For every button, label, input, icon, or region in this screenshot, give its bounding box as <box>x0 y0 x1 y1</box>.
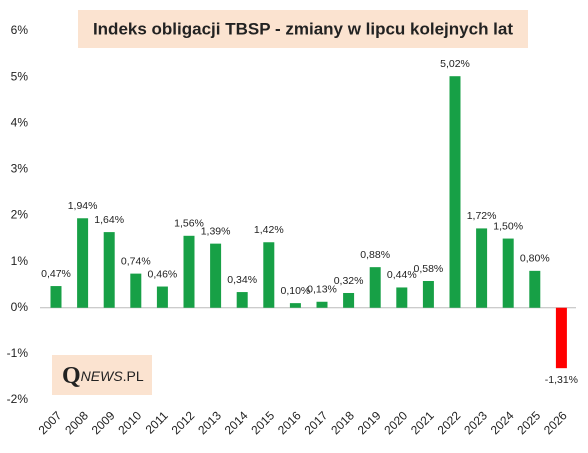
value-label: 1,72% <box>467 210 497 222</box>
x-tick-label: 2020 <box>381 408 410 437</box>
x-tick-label: 2022 <box>435 408 464 437</box>
x-tick-label: 2025 <box>514 408 543 437</box>
bar <box>263 242 275 308</box>
value-label: 1,64% <box>94 214 124 226</box>
y-tick-label: 6% <box>11 23 29 37</box>
value-label: 0,13% <box>307 284 337 296</box>
bar <box>236 292 248 308</box>
x-tick-label: 2018 <box>328 408 357 437</box>
y-tick-label: 3% <box>11 162 29 176</box>
value-label: 0,58% <box>414 263 444 275</box>
bar <box>422 280 434 308</box>
x-tick-label: 2009 <box>89 408 118 437</box>
logo-box <box>52 355 152 395</box>
value-label: 1,56% <box>174 218 204 230</box>
bar <box>156 286 168 308</box>
x-tick-label: 2026 <box>541 408 570 437</box>
x-tick-label: 2017 <box>302 408 331 437</box>
value-label: 1,94% <box>68 200 98 212</box>
x-tick-label: 2011 <box>143 408 171 436</box>
logo: QNEWS.PL <box>62 363 144 389</box>
bar <box>289 303 301 308</box>
x-tick-label: 2014 <box>222 408 251 437</box>
x-tick-label: 2024 <box>488 408 517 437</box>
value-label: 0,32% <box>334 275 364 287</box>
chart-title: Indeks obligacji TBSP - zmiany w lipcu k… <box>93 19 513 38</box>
value-label: 0,34% <box>227 274 257 286</box>
value-label: 0,44% <box>387 269 417 281</box>
value-label: 0,47% <box>41 268 71 280</box>
y-tick-label: -2% <box>7 392 29 406</box>
bar <box>396 287 408 308</box>
x-tick-label: 2019 <box>355 408 384 437</box>
bar <box>343 292 355 308</box>
bar <box>369 267 381 308</box>
bar <box>210 243 222 308</box>
value-label: 0,80% <box>520 253 550 265</box>
value-label: 1,42% <box>254 224 284 236</box>
x-tick-label: 2007 <box>36 408 65 437</box>
y-tick-label: 0% <box>11 300 29 314</box>
value-label: 1,39% <box>201 225 231 237</box>
x-tick-label: 2015 <box>248 408 277 437</box>
y-tick-label: 4% <box>11 115 29 129</box>
x-tick-label: 2008 <box>62 408 91 437</box>
x-tick-label: 2016 <box>275 408 304 437</box>
logo-pl: .PL <box>123 368 144 384</box>
bar <box>316 301 328 308</box>
value-label: 0,74% <box>121 255 151 267</box>
value-label: 1,50% <box>493 220 523 232</box>
x-tick-label: 2010 <box>115 408 144 437</box>
title-box <box>78 10 528 48</box>
value-label: -1,31% <box>545 374 578 386</box>
value-label: 5,02% <box>440 58 470 70</box>
bar <box>449 76 461 308</box>
x-tick-label: 2021 <box>408 408 437 437</box>
bar <box>183 235 195 308</box>
bar <box>502 238 514 308</box>
bar <box>103 232 115 308</box>
bar <box>77 218 89 308</box>
bar <box>50 286 62 308</box>
bar <box>130 273 142 308</box>
bar <box>555 307 567 369</box>
value-label: 0,46% <box>148 268 178 280</box>
bar <box>476 228 488 308</box>
logo-news: NEWS <box>81 368 124 384</box>
y-tick-label: 1% <box>11 254 29 268</box>
bar <box>529 270 541 308</box>
y-tick-label: -1% <box>7 346 29 360</box>
x-tick-label: 2013 <box>195 408 224 437</box>
x-tick-label: 2023 <box>461 408 490 437</box>
y-tick-label: 2% <box>11 208 29 222</box>
logo-q: Q <box>62 363 81 389</box>
value-label: 0,10% <box>281 285 311 297</box>
y-tick-label: 5% <box>11 69 29 83</box>
x-tick-label: 2012 <box>169 408 198 437</box>
value-label: 0,88% <box>360 249 390 261</box>
